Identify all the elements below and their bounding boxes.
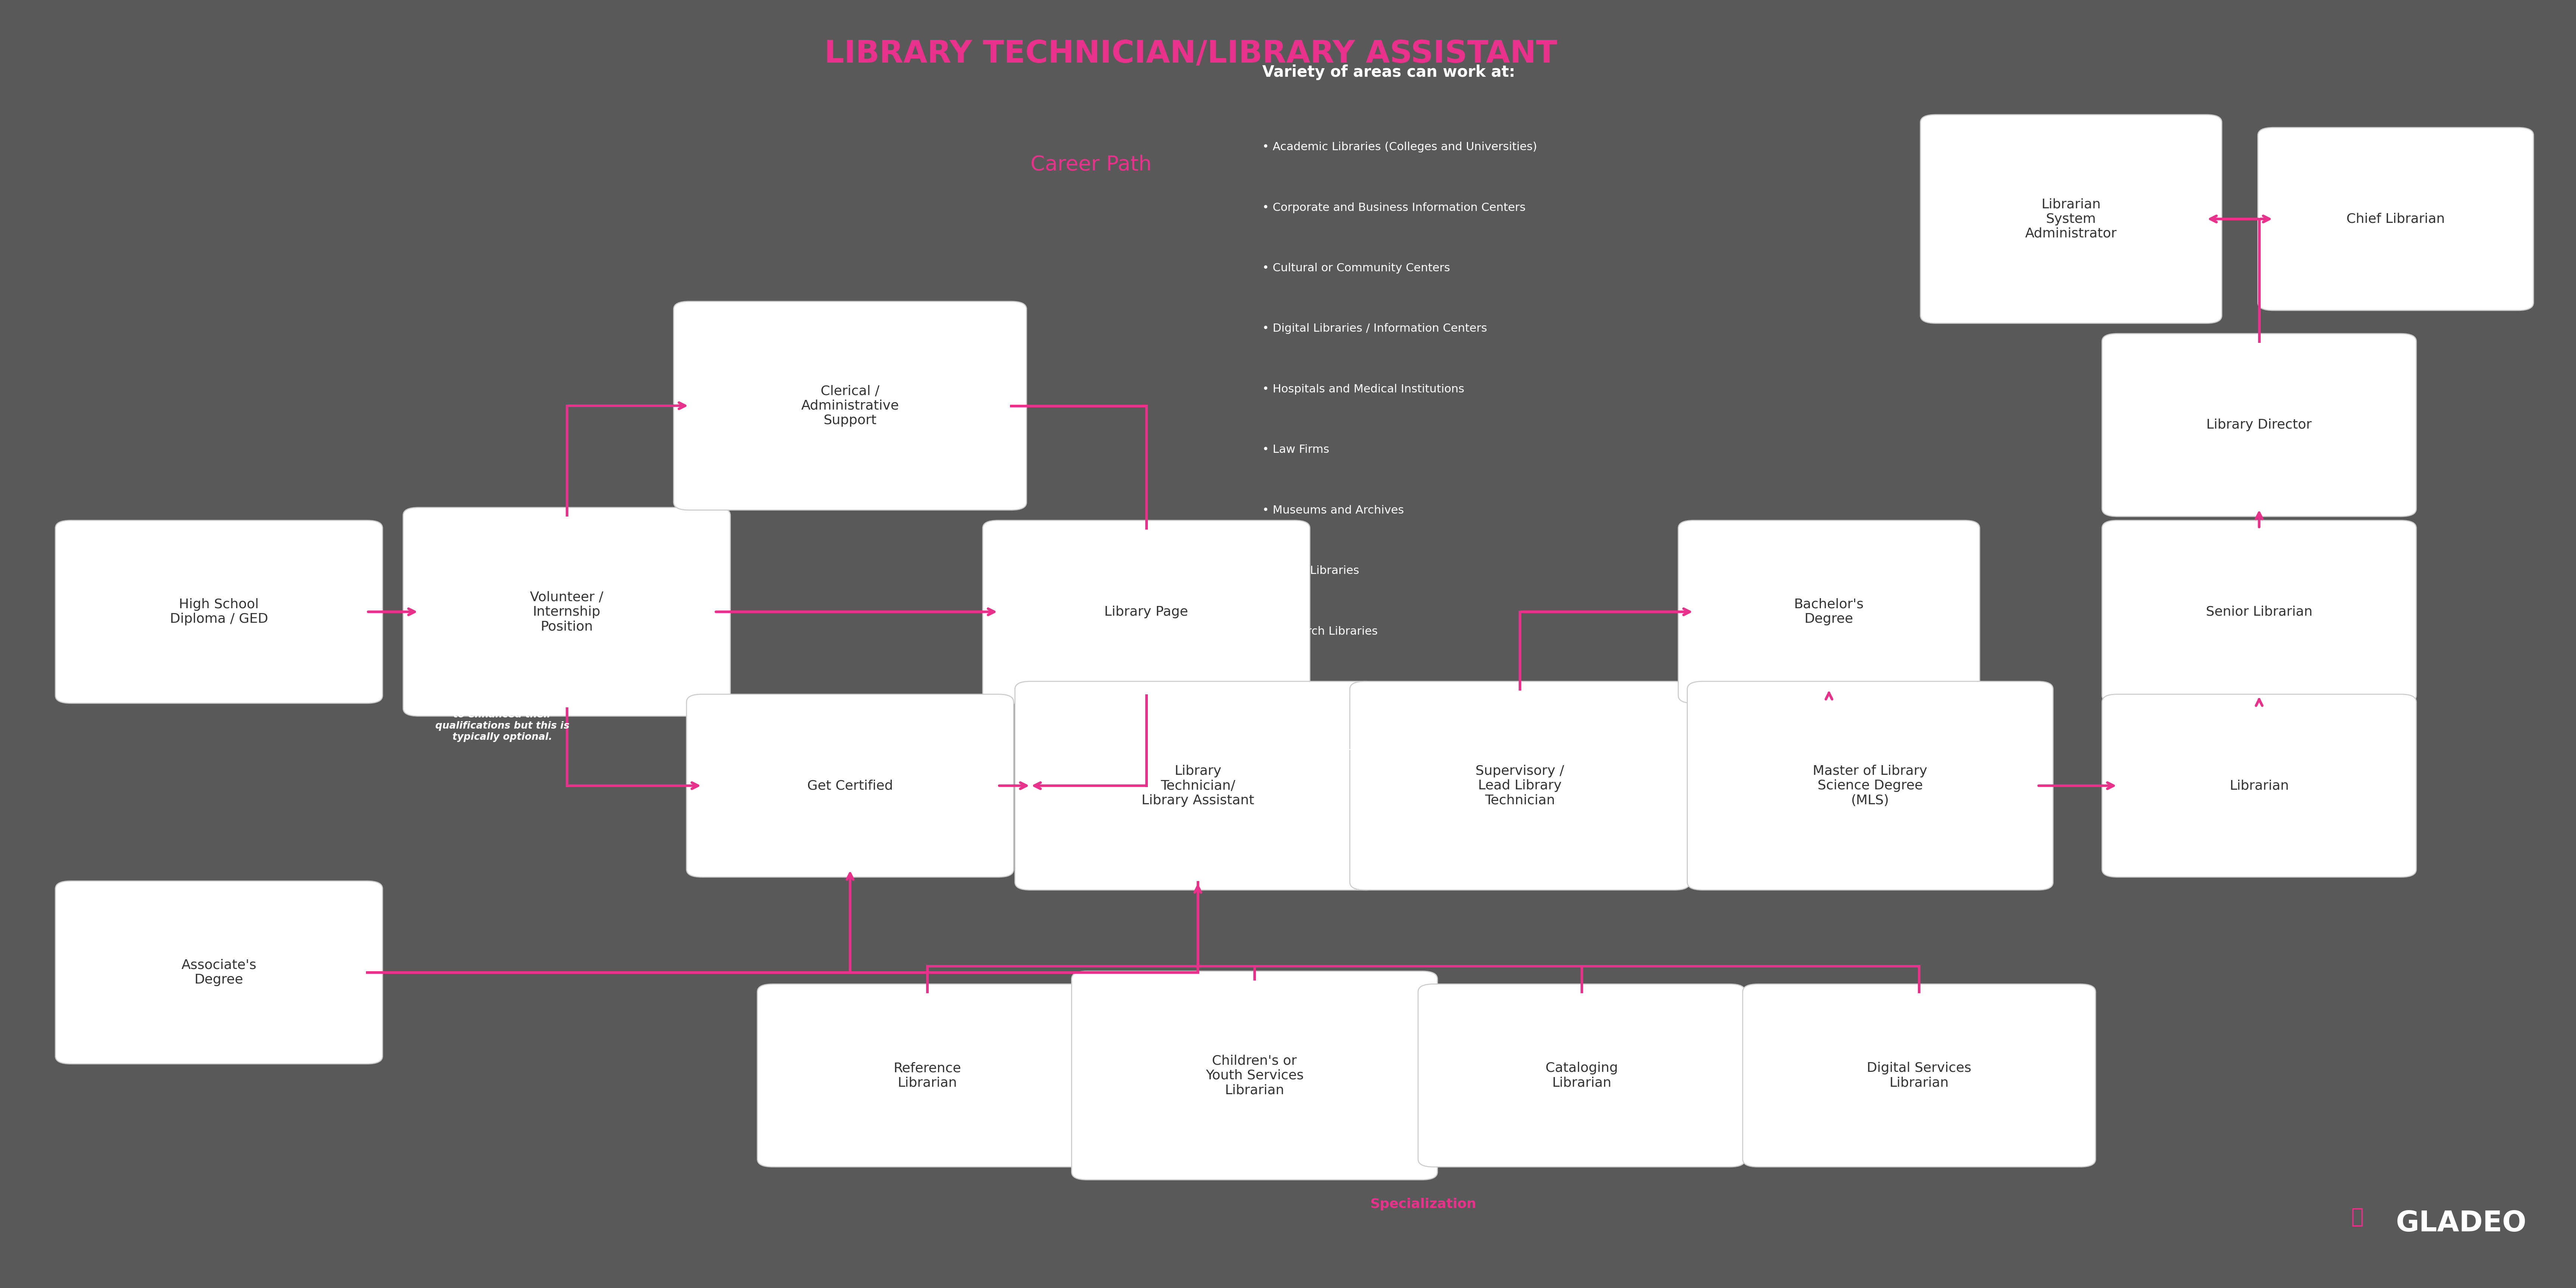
FancyBboxPatch shape	[1741, 984, 2097, 1167]
FancyBboxPatch shape	[57, 881, 384, 1064]
Text: Volunteer /
Internship
Position: Volunteer / Internship Position	[531, 591, 603, 632]
Text: • Academic Libraries (Colleges and Universities): • Academic Libraries (Colleges and Unive…	[1262, 142, 1538, 152]
Text: Digital Services
Librarian: Digital Services Librarian	[1868, 1061, 1971, 1090]
FancyBboxPatch shape	[2257, 128, 2532, 310]
Text: Supervisory /
Lead Library
Technician: Supervisory / Lead Library Technician	[1476, 765, 1564, 806]
Text: Some may choose to take
courses or earn certificate
to enhanced their
qualificat: Some may choose to take courses or earn …	[430, 688, 574, 742]
FancyBboxPatch shape	[675, 301, 1025, 510]
Text: Children's or
Youth Services
Librarian: Children's or Youth Services Librarian	[1206, 1055, 1303, 1096]
FancyBboxPatch shape	[1922, 115, 2221, 323]
FancyBboxPatch shape	[981, 520, 1309, 703]
Text: • Law Firms: • Law Firms	[1262, 444, 1329, 455]
Text: • Corporate and Business Information Centers: • Corporate and Business Information Cen…	[1262, 202, 1525, 213]
Text: Reference
Librarian: Reference Librarian	[894, 1061, 961, 1090]
FancyBboxPatch shape	[2102, 694, 2416, 877]
Text: Clerical /
Administrative
Support: Clerical / Administrative Support	[801, 385, 899, 426]
FancyBboxPatch shape	[2102, 520, 2416, 703]
Text: Associate's
Degree: Associate's Degree	[180, 958, 258, 987]
Text: • Research Libraries: • Research Libraries	[1262, 626, 1378, 636]
Text: Library
Technician/
Library Assistant: Library Technician/ Library Assistant	[1141, 765, 1255, 806]
Text: GLADEO: GLADEO	[2396, 1209, 2527, 1238]
FancyBboxPatch shape	[685, 694, 1015, 877]
FancyBboxPatch shape	[1072, 971, 1437, 1180]
Text: • Special Libraries: • Special Libraries	[1262, 747, 1365, 757]
Text: High School
Diploma / GED: High School Diploma / GED	[170, 598, 268, 626]
Text: Librarian: Librarian	[2228, 779, 2290, 792]
FancyBboxPatch shape	[1680, 520, 1978, 703]
Text: • Hospitals and Medical Institutions: • Hospitals and Medical Institutions	[1262, 384, 1463, 394]
Text: Chief Librarian: Chief Librarian	[2347, 213, 2445, 225]
Text: Get Certified: Get Certified	[806, 779, 894, 792]
Text: • School Libraries (K-12): • School Libraries (K-12)	[1262, 687, 1401, 697]
Text: Specialization: Specialization	[1370, 1198, 1476, 1211]
FancyBboxPatch shape	[2102, 334, 2416, 516]
FancyBboxPatch shape	[402, 507, 732, 716]
Text: Library Page: Library Page	[1105, 605, 1188, 618]
FancyBboxPatch shape	[1417, 984, 1747, 1167]
Text: • Cultural or Community Centers: • Cultural or Community Centers	[1262, 263, 1450, 273]
Text: Cataloging
Librarian: Cataloging Librarian	[1546, 1061, 1618, 1090]
Text: • Digital Libraries / Information Centers: • Digital Libraries / Information Center…	[1262, 323, 1486, 334]
Text: Librarian
System
Administrator: Librarian System Administrator	[2025, 198, 2117, 240]
Text: Library Director: Library Director	[2208, 419, 2311, 431]
Text: Master of Library
Science Degree
(MLS): Master of Library Science Degree (MLS)	[1814, 765, 1927, 806]
FancyBboxPatch shape	[1015, 681, 1381, 890]
FancyBboxPatch shape	[757, 984, 1097, 1167]
Text: Career Path: Career Path	[1030, 155, 1151, 175]
Text: Senior Librarian: Senior Librarian	[2205, 605, 2313, 618]
FancyBboxPatch shape	[1687, 681, 2053, 890]
Text: • Museums and Archives: • Museums and Archives	[1262, 505, 1404, 515]
Text: LIBRARY TECHNICIAN/LIBRARY ASSISTANT: LIBRARY TECHNICIAN/LIBRARY ASSISTANT	[824, 39, 1556, 68]
Text: • Public Libraries: • Public Libraries	[1262, 565, 1360, 576]
Text: Bachelor's
Degree: Bachelor's Degree	[1793, 598, 1865, 626]
Text: 🔰: 🔰	[2352, 1207, 2362, 1227]
FancyBboxPatch shape	[1350, 681, 1690, 890]
Text: Variety of areas can work at:: Variety of areas can work at:	[1262, 64, 1515, 80]
FancyBboxPatch shape	[57, 520, 384, 703]
